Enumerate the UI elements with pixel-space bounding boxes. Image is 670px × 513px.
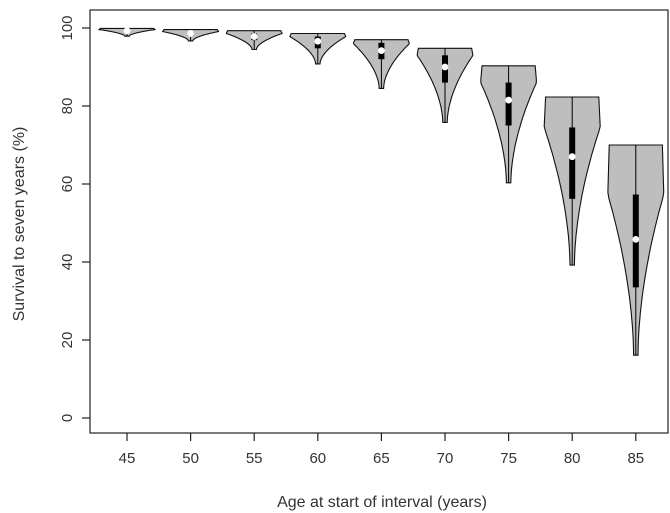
- y-tick-label-80: 80: [59, 98, 76, 115]
- x-axis-title: Age at start of interval (years): [277, 494, 487, 511]
- median-point-85: [632, 235, 640, 243]
- y-tick-label-40: 40: [59, 254, 76, 271]
- y-axis-title: Survival to seven years (%): [11, 127, 28, 322]
- axes: 0 20 40 60 80 100 45 50 55 60 65 70 75 80 85: [59, 9, 669, 467]
- x-tick-label-45: 45: [119, 450, 136, 467]
- x-tick-label-70: 70: [437, 450, 454, 467]
- median-point-65: [378, 47, 385, 55]
- iqr-box-75: [505, 82, 512, 126]
- median-point-80: [568, 153, 576, 161]
- x-tick-label-60: 60: [309, 450, 326, 467]
- iqr-box-80: [569, 127, 576, 199]
- x-tick-label-65: 65: [373, 450, 390, 467]
- median-point-50: [187, 30, 195, 37]
- median-point-45: [123, 27, 131, 35]
- median-point-60: [314, 37, 322, 45]
- x-tick-label-50: 50: [182, 450, 199, 467]
- y-tick-label-0: 0: [59, 414, 76, 422]
- median-point-70: [441, 63, 449, 71]
- median-point-75: [505, 96, 512, 104]
- y-tick-label-20: 20: [59, 332, 76, 349]
- x-tick-label-80: 80: [564, 450, 581, 467]
- median-point-55: [250, 33, 258, 40]
- x-tick-label-85: 85: [627, 450, 644, 467]
- x-tick-label-55: 55: [246, 450, 263, 467]
- y-tick-label-100: 100: [59, 15, 76, 40]
- y-tick-label-60: 60: [59, 176, 76, 193]
- violins: [97, 27, 665, 356]
- plot-frame: [89, 9, 669, 434]
- x-tick-label-75: 75: [500, 450, 517, 467]
